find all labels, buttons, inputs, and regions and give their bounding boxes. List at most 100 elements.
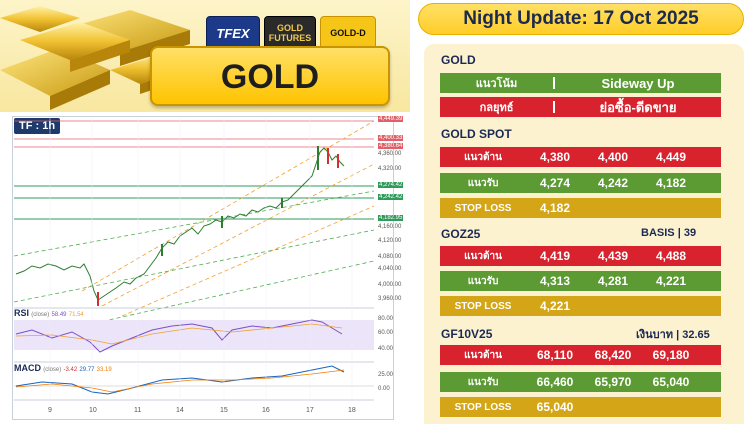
gf10v25-resistance-row: แนวต้าน 68,110 68,420 69,180 bbox=[440, 345, 721, 365]
chart-panel bbox=[12, 116, 394, 420]
baht-value: 32.65 bbox=[682, 329, 710, 341]
macd-params: (close) bbox=[43, 367, 62, 373]
rsi-axis-label: 80.00 bbox=[378, 316, 394, 322]
macd-value-2: 29.77 bbox=[79, 367, 95, 373]
gold-bars-image bbox=[0, 6, 200, 110]
x-axis-tick: 18 bbox=[348, 407, 356, 414]
baht-info: เงินบาท | 32.65 bbox=[636, 325, 710, 343]
basis-value: 39 bbox=[683, 227, 697, 239]
x-axis-tick: 10 bbox=[89, 407, 97, 414]
support-value-1: 66,460 bbox=[536, 375, 574, 389]
gold-section-title: GOLD bbox=[441, 53, 476, 67]
stop-loss-label: STOP LOSS bbox=[454, 401, 512, 413]
price-axis-label: 4,120.00 bbox=[378, 238, 402, 244]
goz25-stop-loss-row: STOP LOSS 4,221 bbox=[440, 296, 721, 316]
resistance-label: แนวต้าน bbox=[464, 349, 502, 361]
rsi-title: RSI bbox=[14, 308, 30, 318]
trend-row: แนวโน้ม Sideway Up bbox=[440, 73, 721, 93]
trend-value: Sideway Up bbox=[601, 75, 675, 91]
gf10v25-support-row: แนวรับ 66,460 65,970 65,040 bbox=[440, 372, 721, 392]
support-label: แนวรับ bbox=[467, 275, 499, 287]
macd-label: MACD (close) -3.42 29.77 33.19 bbox=[14, 363, 112, 373]
divider bbox=[553, 77, 555, 89]
basis-label: BASIS bbox=[641, 227, 675, 239]
resistance-value-3: 4,488 bbox=[655, 249, 687, 263]
rsi-value-1: 58.49 bbox=[51, 312, 67, 318]
timeframe-label: TF : 1h bbox=[14, 118, 61, 134]
macd-title: MACD bbox=[14, 363, 41, 373]
support-label: แนวรับ bbox=[467, 376, 499, 388]
price-level-label: 4,274.42 bbox=[378, 182, 404, 188]
trend-label: แนวโน้ม bbox=[475, 78, 518, 90]
stop-loss-value: 65,040 bbox=[536, 400, 574, 414]
goz25-section-title: GOZ25 bbox=[441, 227, 481, 241]
resistance-label: แนวต้าน bbox=[464, 250, 502, 262]
support-value-2: 4,281 bbox=[597, 274, 629, 288]
stop-loss-value: 4,182 bbox=[539, 201, 571, 215]
resistance-value-2: 4,439 bbox=[597, 249, 629, 263]
resistance-value-3: 4,449 bbox=[655, 150, 687, 164]
baht-label: เงินบาท bbox=[636, 329, 674, 341]
rsi-label: RSI (close) 58.49 71.54 bbox=[14, 308, 84, 318]
divider: | bbox=[677, 227, 684, 239]
macd-axis-label: 25.00 bbox=[378, 372, 394, 378]
macd-value-3: 33.19 bbox=[96, 367, 112, 373]
tfex-logo: TFEX bbox=[206, 16, 260, 50]
goz25-support-row: แนวรับ 4,313 4,281 4,221 bbox=[440, 271, 721, 291]
gold-title-banner bbox=[150, 46, 390, 106]
night-update-banner: Night Update: 17 Oct 2025 bbox=[418, 3, 744, 35]
price-level-label: 4,242.42 bbox=[378, 194, 404, 200]
tfex-logo-text: TFEX bbox=[216, 25, 250, 41]
price-axis-label: 4,360.00 bbox=[378, 151, 402, 157]
rsi-value-2: 71.54 bbox=[68, 312, 84, 318]
basis-info: BASIS | 39 bbox=[641, 227, 696, 239]
gold-futures-logo: GOLD FUTURES bbox=[264, 16, 316, 50]
resistance-label: แนวต้าน bbox=[464, 151, 502, 163]
resistance-value-1: 4,419 bbox=[539, 249, 571, 263]
gf10v25-stop-loss-row: STOP LOSS 65,040 bbox=[440, 397, 721, 417]
gold-spot-stop-loss-row: STOP LOSS 4,182 bbox=[440, 198, 721, 218]
price-axis-label: 4,320.00 bbox=[378, 166, 402, 172]
x-axis-tick: 17 bbox=[306, 407, 314, 414]
gold-futures-logo-text: GOLD FUTURES bbox=[268, 23, 312, 43]
resistance-value-1: 4,380 bbox=[539, 150, 571, 164]
price-level-label: 4,380.64 bbox=[378, 143, 404, 149]
price-level-label: 4,182.95 bbox=[378, 215, 404, 221]
divider: | bbox=[676, 329, 683, 341]
resistance-value-2: 4,400 bbox=[597, 150, 629, 164]
x-axis-tick: 9 bbox=[48, 407, 52, 414]
x-axis-tick: 11 bbox=[134, 407, 142, 414]
resistance-value-3: 69,180 bbox=[652, 348, 690, 362]
rsi-params: (close) bbox=[31, 312, 50, 318]
strategy-row: กลยุทธ์ ย่อซื้อ-ดีดขาย bbox=[440, 97, 721, 117]
resistance-value-1: 68,110 bbox=[536, 348, 574, 362]
support-value-2: 65,970 bbox=[594, 375, 632, 389]
strategy-value: ย่อซื้อ-ดีดขาย bbox=[599, 99, 677, 115]
price-axis-label: 4,080.00 bbox=[378, 254, 402, 260]
rsi-axis-label: 60.00 bbox=[378, 330, 394, 336]
support-value-1: 4,313 bbox=[539, 274, 571, 288]
support-value-3: 4,182 bbox=[655, 176, 687, 190]
page-title: GOLD bbox=[220, 57, 320, 96]
stop-loss-label: STOP LOSS bbox=[454, 300, 512, 312]
support-value-3: 65,040 bbox=[652, 375, 690, 389]
macd-axis-label: 0.00 bbox=[378, 386, 390, 392]
x-axis-tick: 16 bbox=[262, 407, 270, 414]
price-axis-label: 4,160.00 bbox=[378, 224, 402, 230]
goz25-resistance-row: แนวต้าน 4,419 4,439 4,488 bbox=[440, 246, 721, 266]
support-label: แนวรับ bbox=[467, 177, 499, 189]
divider bbox=[553, 101, 555, 113]
price-axis-label: 4,040.00 bbox=[378, 266, 402, 272]
rsi-axis-label: 40.00 bbox=[378, 346, 394, 352]
price-level-label: 4,400.33 bbox=[378, 135, 404, 141]
price-chart bbox=[13, 118, 375, 401]
gold-spot-section-title: GOLD SPOT bbox=[441, 127, 512, 141]
x-axis-tick: 14 bbox=[176, 407, 184, 414]
price-level-label: 4,449.39 bbox=[378, 116, 404, 122]
stop-loss-value: 4,221 bbox=[539, 299, 571, 313]
resistance-value-2: 68,420 bbox=[594, 348, 632, 362]
gf10v25-section-title: GF10V25 bbox=[441, 327, 493, 341]
x-axis-tick: 15 bbox=[220, 407, 228, 414]
price-axis-label: 3,960.00 bbox=[378, 296, 402, 302]
strategy-label: กลยุทธ์ bbox=[479, 102, 514, 114]
